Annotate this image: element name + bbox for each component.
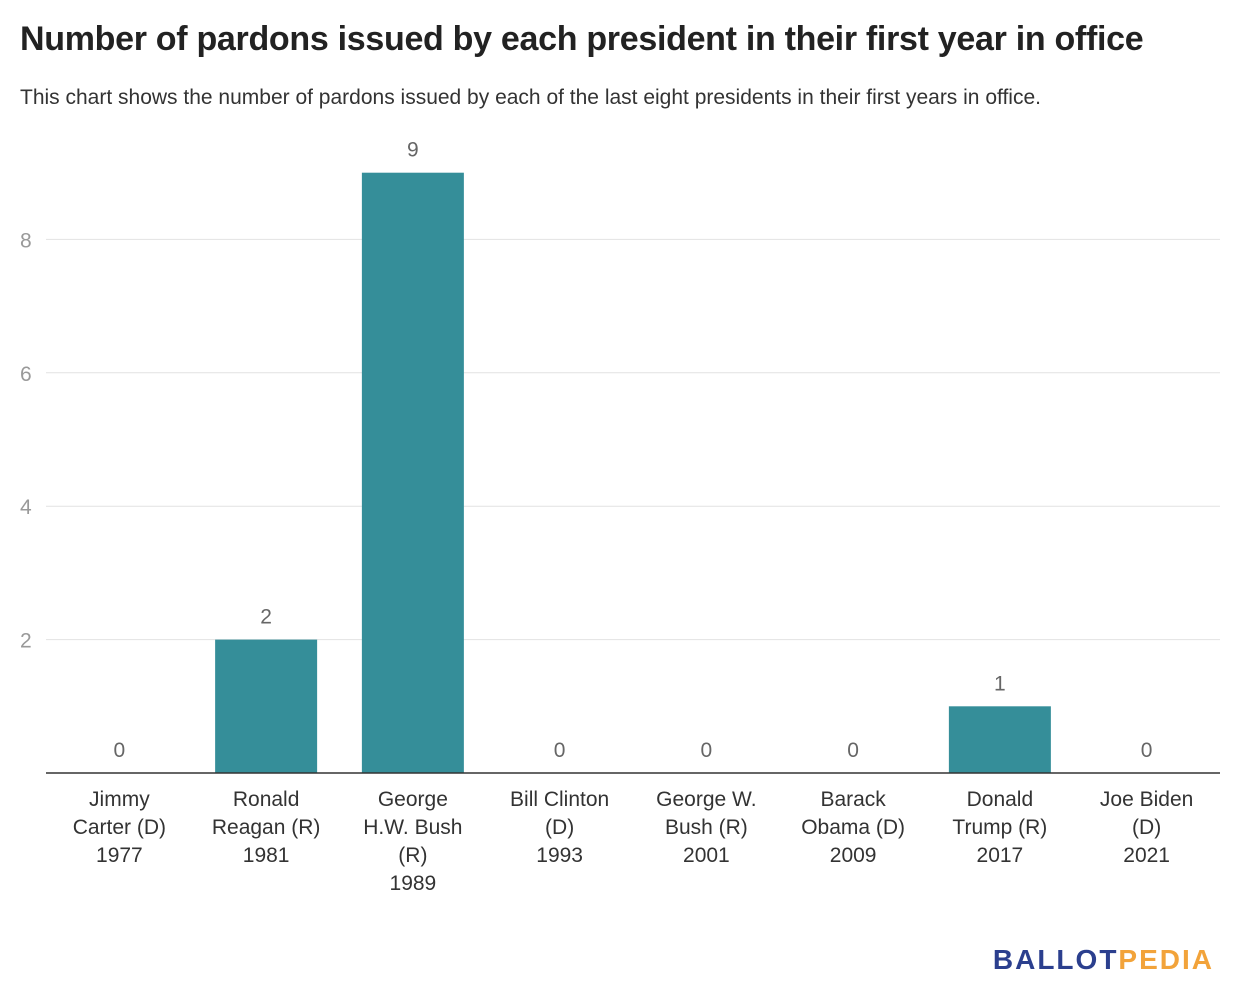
logo-part-ballot: BALLOT (992, 944, 1119, 975)
y-tick-label: 8 (20, 229, 32, 252)
x-tick-label: Bill Clinton (D) 1993 (510, 788, 609, 867)
data-label: 0 (847, 739, 859, 762)
chart-subtitle: This chart shows the number of pardons i… (20, 86, 1041, 109)
y-tick-label: 4 (20, 496, 32, 519)
x-tick-label: George H.W. Bush (R) 1989 (363, 788, 462, 895)
bar (948, 706, 1051, 773)
bar (361, 172, 464, 773)
x-tick-label: Joe Biden (D) 2021 (1100, 788, 1193, 867)
chart-title: Number of pardons issued by each preside… (20, 20, 1144, 58)
data-label: 0 (1141, 739, 1153, 762)
x-tick-label: Barack Obama (D) 2009 (801, 788, 905, 867)
data-label: 9 (407, 139, 419, 162)
y-tick-label: 6 (20, 363, 32, 386)
ballotpedia-logo: BALLOTPEDIA (993, 944, 1214, 976)
data-label: 0 (114, 739, 126, 762)
data-label: 1 (994, 672, 1006, 695)
x-tick-label: Ronald Reagan (R) 1981 (212, 788, 321, 867)
data-label: 0 (554, 739, 566, 762)
x-tick-label: Jimmy Carter (D) 1977 (73, 788, 166, 867)
bar (215, 639, 318, 773)
data-label: 0 (701, 739, 713, 762)
data-label: 2 (260, 606, 272, 629)
logo-part-pedia: PEDIA (1118, 944, 1214, 975)
y-tick-label: 2 (20, 630, 32, 653)
x-tick-label: George W. Bush (R) 2001 (656, 788, 756, 867)
x-tick-label: Donald Trump (R) 2017 (952, 788, 1047, 867)
